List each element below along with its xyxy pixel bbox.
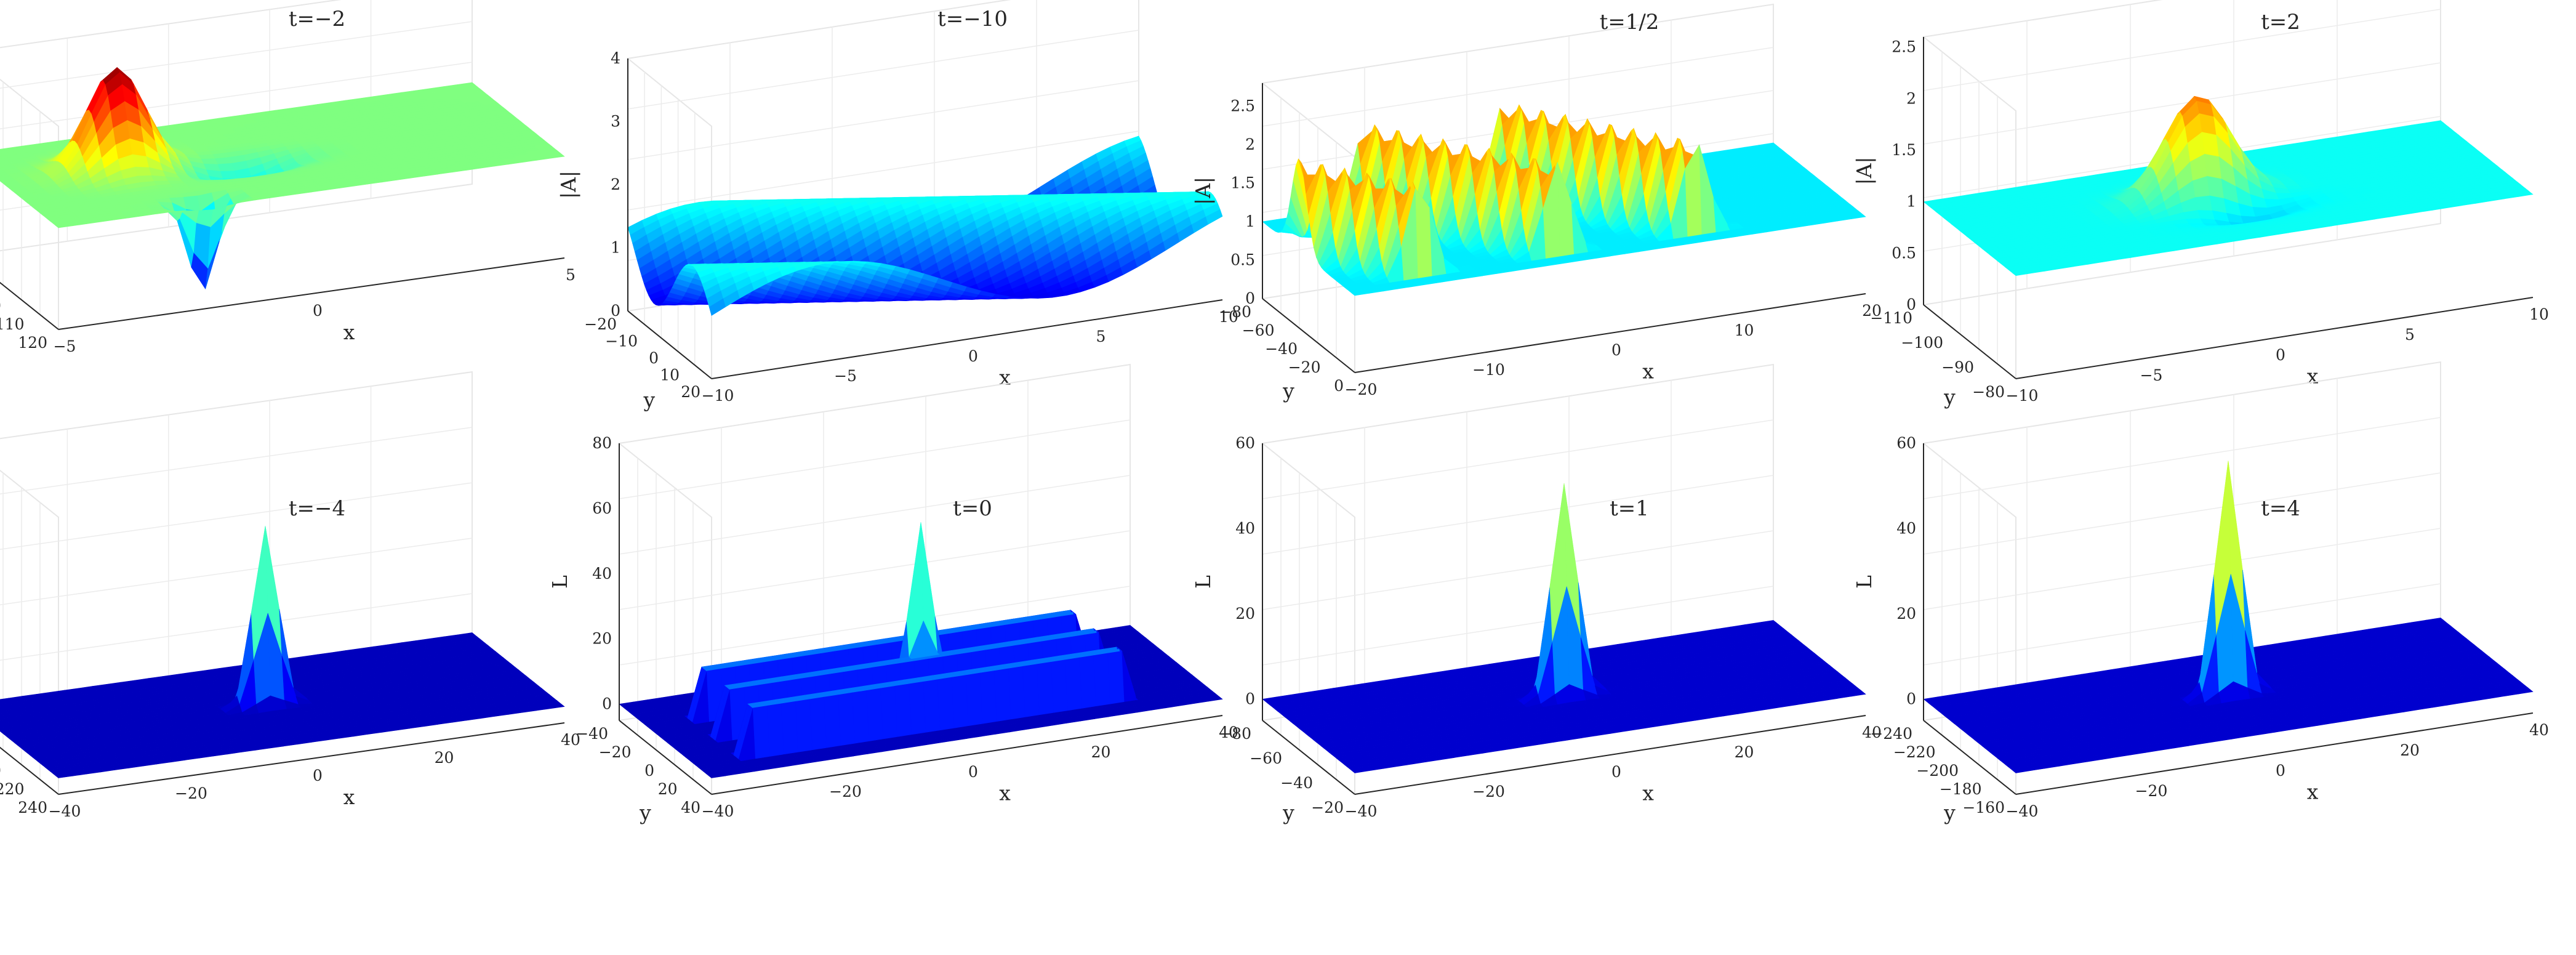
x-tick-label: 0 — [968, 347, 978, 365]
surface-patch — [201, 158, 219, 165]
surface — [0, 67, 565, 290]
z-tick-label: 3 — [611, 113, 620, 131]
y-tick-label: 10 — [660, 366, 680, 384]
x-tick-label: 10 — [1735, 321, 1754, 339]
x-tick-label: −5 — [834, 367, 857, 385]
y-tick-label: 100 — [0, 297, 1, 315]
x-axis-line — [1354, 293, 1866, 373]
y-tick-label: 0 — [649, 349, 659, 367]
y-tick-label: 110 — [0, 315, 25, 333]
z-axis-label: |A| — [1191, 177, 1215, 205]
surface-patch — [134, 166, 152, 177]
surface — [1262, 104, 1866, 296]
y-tick-label: −10 — [605, 332, 638, 350]
y-tick-label: −20 — [1288, 358, 1321, 376]
x-tick-label: 5 — [566, 266, 576, 284]
y-tick-label: 0 — [1334, 377, 1344, 395]
panel-1: −505809010011012000.511.52xy|A|t=−2 — [0, 0, 576, 355]
x-axis-line — [58, 257, 565, 330]
surface-patch — [198, 154, 216, 159]
y-tick-label: −60 — [1242, 321, 1275, 339]
z-tick-label: 1 — [1245, 212, 1255, 230]
z-tick-label: 2.5 — [1230, 97, 1255, 115]
z-tick-label: 2 — [1245, 135, 1255, 153]
y-axis-label: y — [643, 388, 655, 412]
z-tick-label: 0 — [611, 302, 620, 320]
surface-patch — [2186, 218, 2204, 224]
surface-patch — [220, 171, 238, 179]
surface-patch — [2197, 210, 2215, 220]
z-tick-label: 0.5 — [1230, 251, 1255, 269]
surface — [1923, 95, 2534, 276]
back-wall — [0, 0, 473, 252]
x-axis-label: x — [343, 320, 355, 344]
panel-4: −10−50510−110−100−90−8000.511.522.5xy|A|… — [1852, 0, 2549, 409]
surface-patch — [2272, 175, 2290, 178]
z-tick-label: 1.5 — [1230, 174, 1255, 192]
y-tick-label: 120 — [18, 334, 47, 352]
surface-patch — [217, 163, 235, 172]
y-axis-label: y — [1282, 379, 1294, 403]
surface — [627, 135, 1223, 316]
x-tick-label: 0 — [313, 302, 323, 320]
x-tick-label: −10 — [1472, 361, 1505, 379]
panel-title: t=1/2 — [1600, 10, 1659, 34]
surface-patch — [2195, 195, 2213, 211]
surface-patch — [215, 157, 233, 165]
x-axis-label: x — [1642, 360, 1654, 384]
z-tick-label: 4 — [611, 49, 620, 67]
grid-line — [627, 30, 1139, 110]
z-tick-label: 1 — [611, 239, 620, 257]
grid-line — [0, 62, 473, 129]
x-tick-label: −10 — [702, 387, 734, 405]
x-tick-label: 5 — [1096, 328, 1106, 345]
z-tick-label: 2 — [611, 175, 620, 193]
x-tick-label: −20 — [1345, 381, 1378, 398]
x-tick-label: 0 — [1611, 341, 1621, 359]
grid-line — [0, 21, 473, 89]
panel-title: t=−10 — [937, 7, 1008, 31]
panel-title: t=−2 — [289, 7, 345, 31]
x-tick-label: −5 — [54, 337, 76, 355]
y-tick-label: −40 — [1265, 340, 1298, 358]
z-axis-label: |A| — [556, 171, 580, 199]
y-tick-label: 20 — [681, 383, 700, 401]
z-tick-label: 0 — [1245, 289, 1255, 307]
x-axis-line — [711, 299, 1223, 379]
x-axis-label: x — [999, 366, 1011, 390]
grid-line — [1923, 9, 2441, 91]
panel-3: −20−1001020−80−60−40−20000.511.522.5xy|A… — [1191, 3, 1882, 403]
